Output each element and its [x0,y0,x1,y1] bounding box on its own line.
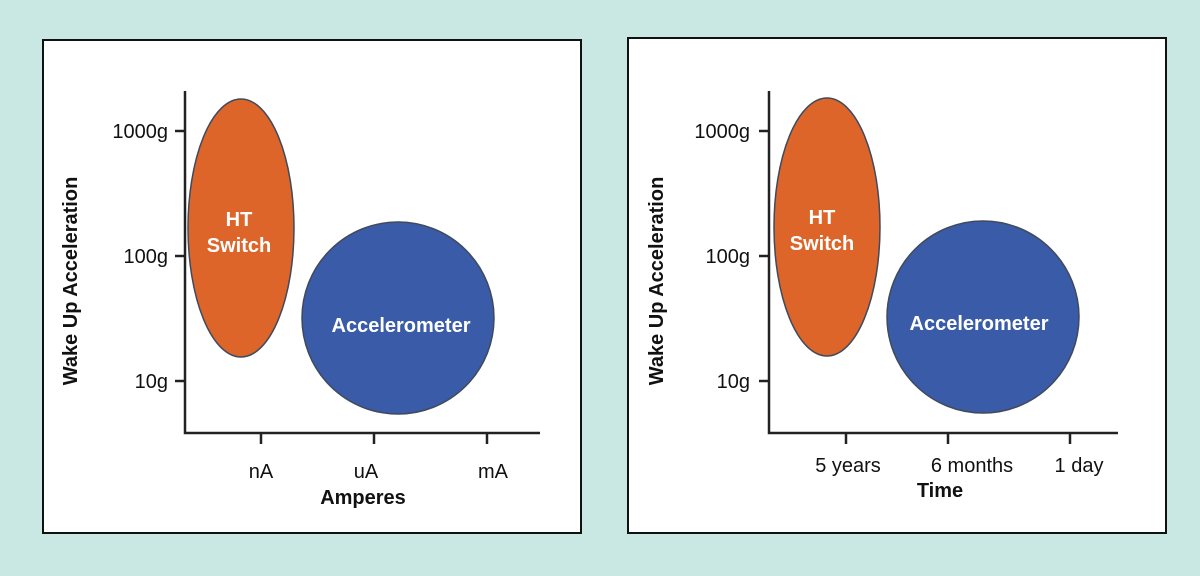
left-x-label-ma: mA [478,461,509,483]
left-accelerometer-circle [301,221,495,415]
left-ht-switch-label-line1: HT [226,209,253,231]
left-y-axis-title: Wake Up Acceleration [60,177,82,386]
right-x-label-6-months: 6 months [931,455,1013,477]
left-y-label-100g: 100g [124,246,169,268]
right-accelerometer-circle [886,220,1080,414]
right-y-label-1000g: 1000g [694,121,750,143]
right-y-axis-title: Wake Up Acceleration [646,177,668,386]
left-ht-switch-ellipse [187,98,295,358]
right-ht-switch-label-line1: HT [809,207,836,229]
left-ht-switch-label-line2: Switch [207,235,271,257]
right-ht-switch-ellipse [773,97,881,357]
right-x-label-5-years: 5 years [815,455,881,477]
left-diagram-svg: 1000g 100g 10g nA uA mA Amperes Wake Up … [60,91,540,509]
right-x-label-1-day: 1 day [1055,455,1104,477]
left-x-label-ua: uA [354,461,379,483]
right-diagram-panel: 1000g 100g 10g 5 years 6 months 1 day Ti… [627,37,1167,534]
left-axes [183,91,540,435]
right-y-label-100g: 100g [706,246,751,268]
right-ht-switch-label-line2: Switch [790,233,854,255]
right-x-axis-title: Time [917,480,963,502]
left-x-axis-title: Amperes [320,487,406,509]
left-y-label-10g: 10g [135,371,168,393]
right-axes [767,91,1118,435]
left-y-label-1000g: 1000g [112,121,168,143]
left-x-label-na: nA [249,461,274,483]
right-accelerometer-label: Accelerometer [910,313,1049,335]
left-diagram-panel: 1000g 100g 10g nA uA mA Amperes Wake Up … [42,39,582,534]
left-accelerometer-label: Accelerometer [332,315,471,337]
right-y-label-10g: 10g [717,371,750,393]
right-diagram-svg: 1000g 100g 10g 5 years 6 months 1 day Ti… [646,91,1118,502]
